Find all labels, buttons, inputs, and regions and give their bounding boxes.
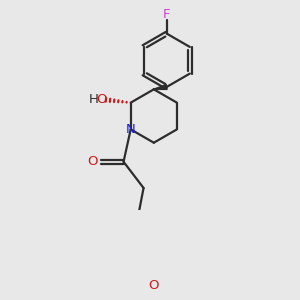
Text: F: F: [163, 8, 170, 20]
Text: O: O: [96, 93, 107, 106]
Text: O: O: [87, 155, 98, 168]
Polygon shape: [154, 85, 167, 89]
Text: N: N: [126, 123, 136, 136]
Text: O: O: [148, 279, 159, 292]
Text: H: H: [89, 93, 99, 106]
